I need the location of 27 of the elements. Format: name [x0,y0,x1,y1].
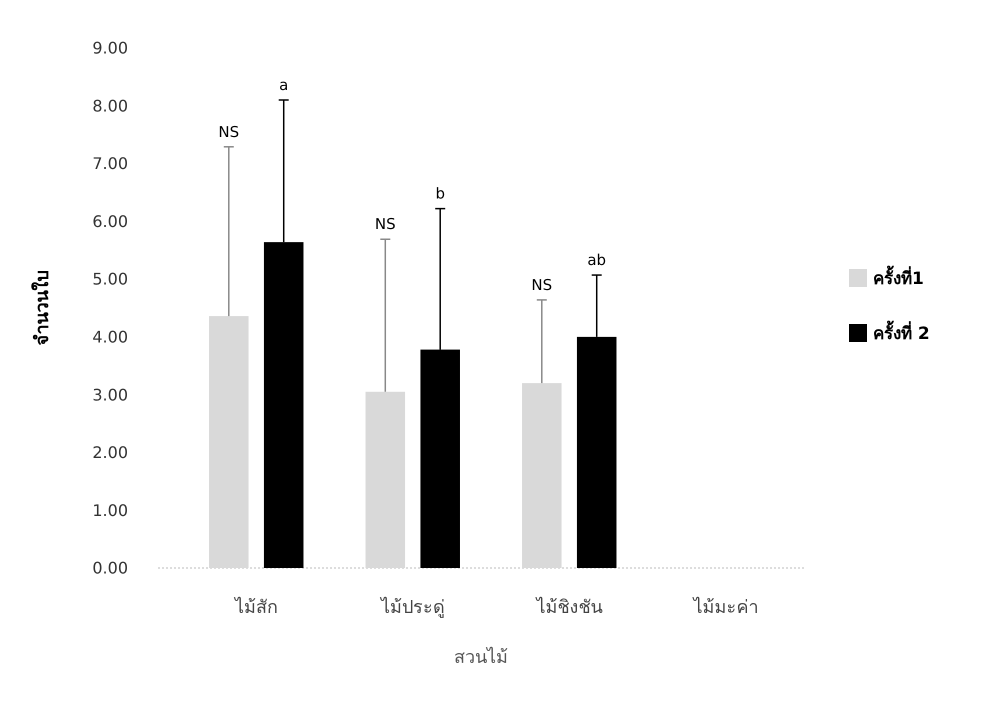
y-tick-label: 7.00 [92,154,128,174]
x-tick-label: ไม้ประดู่ [378,596,445,618]
annotation: b [435,184,445,203]
x-tick-label: ไม้ชิงชัน [534,596,602,618]
bar [366,392,406,568]
legend-label: ครั้งที่1 [873,264,924,289]
x-axis-title: สวนไม้ [454,646,508,668]
annotation: NS [374,215,396,234]
y-tick-label: 4.00 [92,327,128,346]
bar [209,316,249,568]
bar [522,383,562,568]
annotation: NS [531,276,552,294]
y-tick-label: 2.00 [92,443,128,462]
y-tick-label: 3.00 [92,385,128,404]
y-tick-label: 9.00 [92,38,128,58]
y-tick-label: 6.00 [92,212,128,231]
y-axis-title: จำนวนใบ [31,270,53,346]
y-tick-label: 8.00 [92,96,128,116]
annotation: a [279,76,288,94]
x-tick-label: ไม้มะค่า [691,596,758,618]
y-tick-label: 1.00 [92,500,128,520]
x-tick-label: ไม้สัก [232,596,278,618]
annotation: NS [218,122,240,141]
annotation: ab [587,251,606,270]
legend-label: ครั้งที่ 2 [873,320,930,344]
y-tick-label: 0.00 [92,558,128,578]
y-tick-label: 5.00 [92,270,128,289]
